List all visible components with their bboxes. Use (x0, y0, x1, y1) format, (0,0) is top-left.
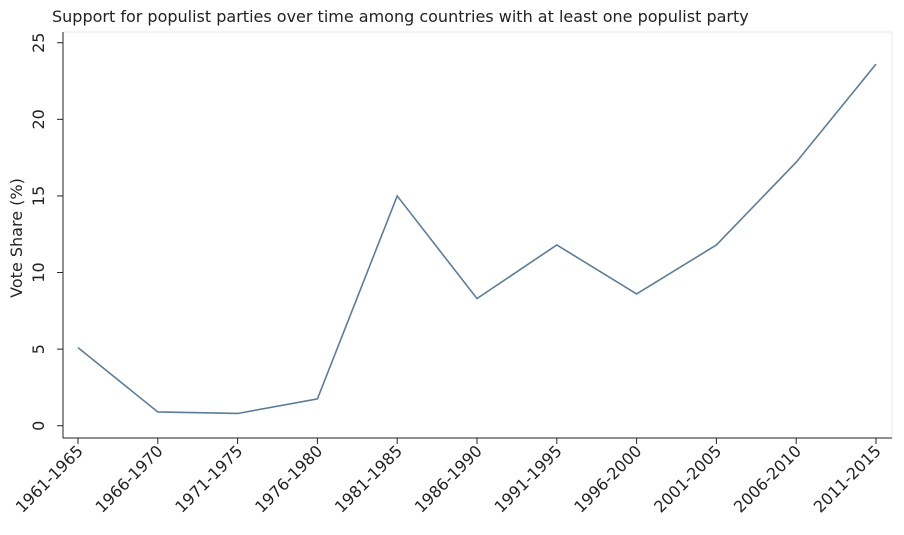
y-tick-label: 5 (29, 344, 48, 354)
x-tick-label: 1971-1975 (171, 441, 246, 516)
x-tick-label: 1966-1970 (92, 441, 167, 516)
x-tick-label: 1996-2000 (570, 441, 645, 516)
y-tick-label: 25 (29, 33, 48, 53)
x-tick-label: 2011-2015 (810, 441, 885, 516)
y-tick-label: 20 (29, 109, 48, 129)
data-line (77, 63, 877, 415)
x-tick-label: 2006-2010 (730, 441, 805, 516)
x-tick-label: 1981-1985 (331, 441, 406, 516)
chart-title: Support for populist parties over time a… (52, 7, 749, 26)
x-tick-label: 1976-1980 (251, 441, 326, 516)
x-tick-label: 1961-1965 (12, 441, 87, 516)
y-tick-label: 15 (29, 186, 48, 206)
y-tick-label: 10 (29, 262, 48, 282)
x-tick-label: 2001-2005 (650, 441, 725, 516)
x-tick-label: 1991-1995 (491, 441, 566, 516)
x-tick-label: 1986-1990 (411, 441, 486, 516)
y-tick-label: 0 (29, 421, 48, 431)
plot-frame (62, 31, 893, 439)
y-axis-label: Vote Share (%) (7, 178, 26, 298)
